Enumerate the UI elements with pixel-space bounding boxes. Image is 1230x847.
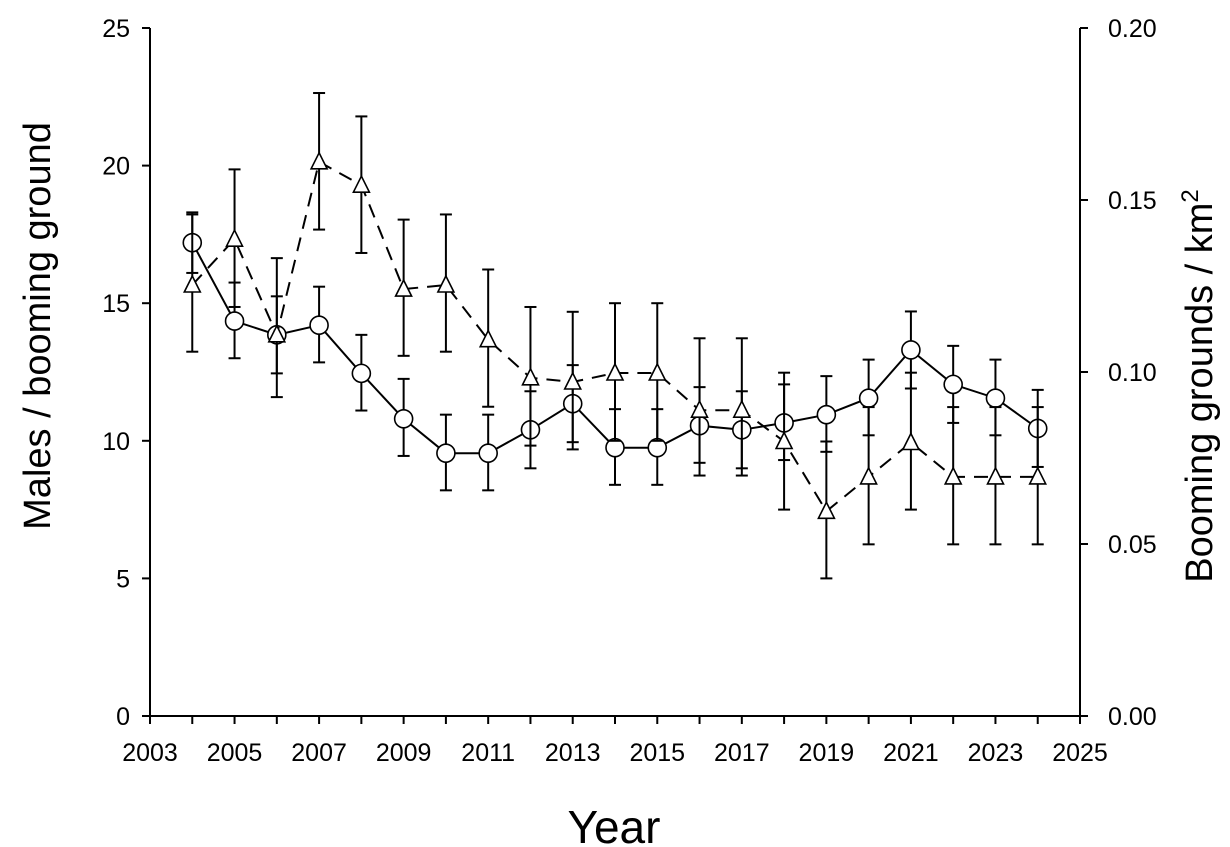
data-point-circle	[309, 315, 329, 336]
y-left-tick-label: 20	[102, 153, 130, 181]
y-axis-right-title-superscript: 2	[1177, 189, 1204, 202]
data-point-triangle	[1028, 466, 1047, 485]
y-left-tick-label: 25	[102, 15, 130, 43]
data-point-triangle	[394, 278, 413, 297]
data-point-circle	[436, 443, 456, 463]
data-point-triangle	[648, 362, 667, 381]
data-point-triangle	[267, 324, 287, 343]
x-tick-label: 2017	[714, 739, 770, 767]
x-tick-label: 2015	[629, 739, 685, 767]
data-point-circle	[478, 443, 498, 463]
data-point-circle	[943, 374, 963, 395]
x-tick-label: 2009	[376, 739, 432, 767]
series-layer	[182, 92, 1048, 580]
data-point-triangle	[901, 431, 921, 451]
x-tick-label: 2011	[461, 739, 515, 767]
x-axis-title: Year	[568, 801, 661, 847]
x-tick-label: 2005	[207, 739, 263, 767]
data-point-triangle	[690, 399, 709, 419]
series-grounds-per-km2	[183, 92, 1047, 580]
data-point-circle	[816, 404, 837, 425]
y-right-tick-label: 0.20	[1108, 15, 1157, 43]
y-right-tick-label: 0.15	[1108, 187, 1157, 215]
x-tick-label: 2003	[122, 739, 178, 767]
y-axis-right-title: Booming grounds / km2	[1177, 189, 1221, 583]
data-point-triangle	[732, 399, 752, 419]
data-point-triangle	[478, 328, 498, 348]
data-point-circle	[858, 388, 879, 408]
axes	[142, 27, 1088, 724]
y-axis-left-title: Males / booming ground	[17, 122, 59, 530]
data-point-circle	[224, 311, 245, 331]
x-tick-label: 2021	[883, 739, 939, 767]
y-right-tick-label: 0.10	[1108, 359, 1157, 387]
data-point-triangle	[183, 274, 202, 293]
x-tick-label: 2023	[968, 739, 1024, 767]
data-point-circle	[351, 363, 372, 384]
data-point-circle	[901, 340, 921, 360]
data-point-circle	[985, 388, 1006, 408]
x-tick-label: 2019	[799, 739, 855, 767]
data-point-triangle	[309, 151, 329, 170]
y-axis-right-title-text: Booming grounds / km	[1179, 203, 1221, 583]
data-point-triangle	[817, 500, 836, 520]
x-tick-label: 2013	[545, 739, 601, 767]
data-point-triangle	[774, 430, 794, 450]
data-point-triangle	[436, 274, 456, 293]
data-point-triangle	[225, 228, 244, 247]
data-point-triangle	[521, 367, 540, 386]
data-point-triangle	[943, 466, 963, 485]
x-tick-label: 2025	[1052, 739, 1108, 767]
data-point-triangle	[352, 174, 371, 193]
y-left-tick-label: 0	[116, 703, 130, 731]
y-left-tick-label: 10	[102, 428, 130, 456]
data-point-circle	[393, 408, 414, 429]
y-left-tick-label: 15	[102, 290, 130, 318]
y-left-tick-label: 5	[116, 565, 130, 593]
data-point-triangle	[859, 466, 878, 485]
x-tick-label: 2007	[291, 739, 347, 767]
data-point-triangle	[986, 466, 1005, 485]
y-right-tick-label: 0.05	[1108, 531, 1157, 559]
y-right-tick-label: 0.00	[1108, 703, 1157, 731]
data-point-triangle	[605, 362, 625, 381]
data-point-triangle	[563, 371, 582, 390]
